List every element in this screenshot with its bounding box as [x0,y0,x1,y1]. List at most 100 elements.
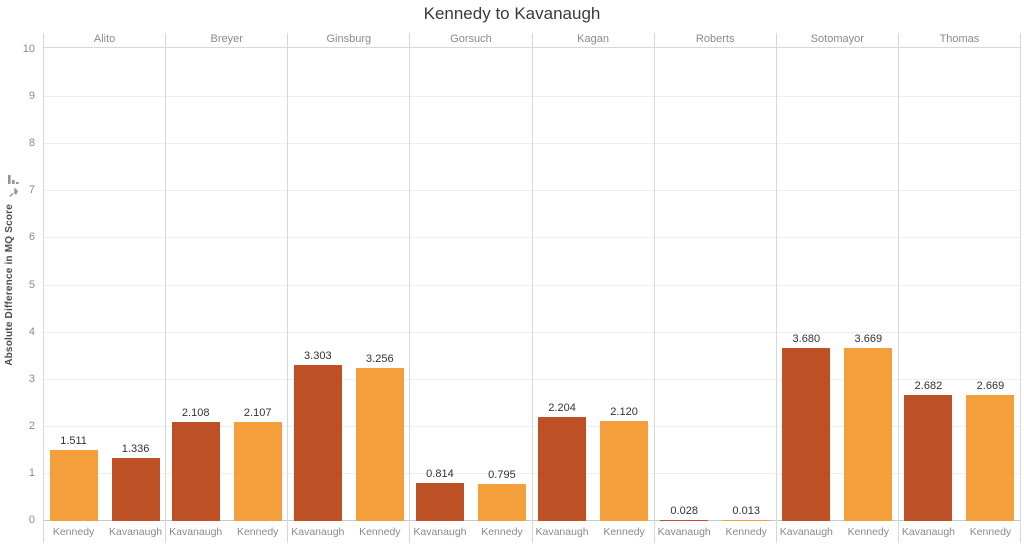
x-labels-roberts: Kavanaugh Kennedy [655,521,776,542]
x-label-slot: Kennedy [356,525,404,542]
bars-area-roberts: 0.028 0.013 [655,48,776,521]
y-tick-label: 3 [28,372,35,385]
column-header-thomas[interactable]: Thomas [898,33,1020,48]
bar-roberts-kennedy[interactable] [722,519,771,521]
bar-value-label: 3.669 [854,333,883,346]
bar-slot: 2.204 [538,402,587,521]
x-category-label[interactable]: Kavanaugh [535,526,589,538]
x-labels-ginsburg: Kavanaugh Kennedy [288,521,409,542]
bar-value-label: 0.013 [732,504,760,517]
x-labels-sotomayor: Kavanaugh Kennedy [777,521,898,542]
bar-slot: 3.680 [782,333,831,521]
bar-gorsuch-kavanaugh[interactable] [415,482,464,521]
bar-alito-kavanaugh[interactable] [111,458,160,521]
panel-breyer: Breyer 2.108 2.107 Kavanaugh Kennedy [165,33,288,543]
bar-thomas-kennedy[interactable] [966,395,1015,521]
x-category-label[interactable]: Kavanaugh [413,526,467,538]
x-labels-gorsuch: Kavanaugh Kennedy [410,521,531,542]
bar-slot: 0.013 [722,505,771,521]
bar-slot: 1.511 [49,435,98,521]
x-category-label[interactable]: Kennedy [236,526,279,538]
panel-kagan: Kagan 2.204 2.120 Kavanaugh Kennedy [531,33,654,543]
x-label-slot: Kavanaugh [291,525,345,542]
x-category-label[interactable]: Kavanaugh [169,526,223,538]
x-category-label[interactable]: Kennedy [847,526,890,538]
panel-ginsburg: Ginsburg 3.303 3.256 Kavanaugh Kennedy [287,33,410,543]
bar-slot: 2.682 [904,380,953,521]
bar-slot: 2.107 [233,407,282,521]
x-category-label[interactable]: Kennedy [725,526,767,538]
panel-roberts: Roberts 0.028 0.013 Kavanaugh Kennedy [653,33,776,543]
bars-area-kagan: 2.204 2.120 [533,48,654,521]
bar-sotomayor-kavanaugh[interactable] [782,347,831,521]
x-category-label[interactable]: Kavanaugh [291,526,345,538]
column-header-ginsburg[interactable]: Ginsburg [288,33,410,48]
bar-breyer-kavanaugh[interactable] [171,421,220,521]
bar-slot: 3.669 [844,333,893,521]
y-tick-label: 8 [28,137,35,150]
bar-value-label: 3.303 [304,350,332,363]
bar-value-label: 3.680 [792,332,821,345]
bar-ginsburg-kennedy[interactable] [355,367,404,521]
column-header-roberts[interactable]: Roberts [654,33,776,48]
bar-slot: 0.795 [477,469,526,521]
bar-value-label: 2.669 [976,380,1005,393]
bar-value-label: 1.336 [121,443,150,456]
bar-value-label: 0.795 [488,468,516,481]
bar-slot: 2.669 [966,380,1015,521]
y-tick-label: 10 [22,43,35,55]
x-category-label[interactable]: Kavanaugh [901,526,956,538]
x-category-label[interactable]: Kennedy [359,526,401,538]
bar-breyer-kennedy[interactable] [233,421,282,521]
x-label-slot: Kavanaugh [535,525,589,542]
x-category-label[interactable]: Kavanaugh [108,526,163,538]
y-tick-label: 1 [28,466,35,479]
y-axis-ticks: 0 1 2 3 4 5 6 7 8 9 10 [0,43,39,526]
bar-thomas-kavanaugh[interactable] [904,394,953,521]
x-category-label[interactable]: Kennedy [603,526,645,538]
bar-sotomayor-kennedy[interactable] [844,348,893,521]
bar-gorsuch-kennedy[interactable] [477,483,526,521]
y-tick-label: 9 [28,90,35,103]
plot-area: Alito 1.511 1.336 Kennedy Kavanaugh Breyer 2.1… [43,33,1021,543]
y-tick-label: 7 [28,184,35,197]
column-header-sotomayor[interactable]: Sotomayor [776,33,898,48]
column-header-kagan[interactable]: Kagan [532,33,654,48]
x-label-slot: Kavanaugh [657,525,711,542]
x-label-slot: Kavanaugh [413,525,467,542]
bar-value-label: 2.120 [610,406,638,419]
x-label-slot: Kennedy [600,525,648,542]
bar-kagan-kavanaugh[interactable] [538,417,587,521]
bar-slot: 3.303 [293,350,342,521]
x-label-slot: Kennedy [234,525,282,542]
panel-gorsuch: Gorsuch 0.814 0.795 Kavanaugh Kennedy [409,33,532,543]
bar-slot: 1.336 [111,443,160,521]
bar-value-label: 2.108 [181,406,210,419]
bar-kagan-kennedy[interactable] [600,421,649,521]
bar-ginsburg-kavanaugh[interactable] [293,365,342,521]
bar-alito-kennedy[interactable] [49,449,98,521]
bar-value-label: 0.028 [670,504,698,517]
column-header-gorsuch[interactable]: Gorsuch [410,33,532,48]
x-category-label[interactable]: Kavanaugh [779,526,833,538]
bar-value-label: 2.682 [914,379,943,392]
x-category-label[interactable]: Kennedy [969,526,1012,538]
y-tick-label: 2 [28,419,35,432]
bars-area-breyer: 2.108 2.107 [166,48,287,521]
panels-container: Alito 1.511 1.336 Kennedy Kavanaugh Breyer 2.1… [43,33,1021,543]
x-label-slot: Kavanaugh [169,525,223,542]
column-header-breyer[interactable]: Breyer [166,33,288,48]
chart-title: Kennedy to Kavanaugh [423,4,601,23]
pin-icon[interactable] [8,187,19,198]
x-label-slot: Kennedy [50,525,98,542]
x-label-slot: Kavanaugh [901,525,956,542]
sort-bars-icon[interactable] [8,174,19,184]
axis-icons [8,174,20,201]
x-label-slot: Kavanaugh [779,525,833,542]
x-category-label[interactable]: Kavanaugh [657,526,711,538]
x-category-label[interactable]: Kennedy [481,526,523,538]
bar-roberts-kavanaugh[interactable] [660,519,709,521]
x-label-slot: Kennedy [722,525,770,542]
x-category-label[interactable]: Kennedy [52,526,95,538]
column-header-alito[interactable]: Alito [44,33,166,48]
